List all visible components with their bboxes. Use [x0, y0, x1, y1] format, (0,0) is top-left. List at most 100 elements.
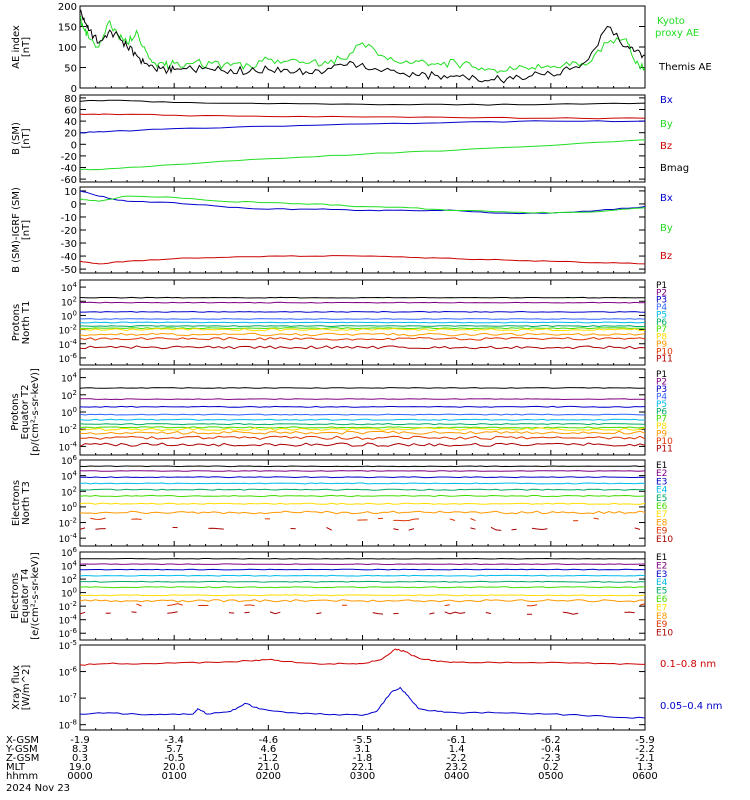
ephemeris-value: -2.2 [447, 753, 467, 764]
ephemeris-value: 23.2 [446, 762, 468, 773]
legend-item-4-2: P3 [656, 385, 667, 395]
panel-6-ytick-label: 102 [61, 573, 77, 586]
panel-3-series-group [80, 296, 645, 350]
panel-2-ytick-label: -50 [61, 265, 77, 276]
ephemeris-value: 20.0 [163, 762, 185, 773]
panel-7-ylabel: Xray flux [W/m^2] [11, 665, 32, 711]
legend-item-7-1: 0.05–0.4 nm [660, 701, 722, 712]
ephemeris-value: 19.0 [69, 762, 91, 773]
panel-2-ylabel-line: [nT] [21, 220, 32, 240]
ephemeris-value: 22.1 [351, 762, 373, 773]
panel-5-series-group [80, 465, 645, 531]
panel-7-ytick-label: 10-7 [59, 692, 77, 705]
ephemeris-row-label: Y-GSM [5, 744, 38, 755]
ephemeris-value: 5.7 [166, 744, 182, 755]
series-line-2-1 [80, 195, 645, 214]
series-line-3-4 [80, 321, 645, 324]
ephemeris-row-label: hhmm [6, 771, 38, 782]
series-line-5-6 [80, 502, 645, 505]
legend-item-5-6: E7 [656, 510, 667, 520]
series-line-4-1 [80, 398, 645, 401]
series-line-3-3 [80, 318, 645, 320]
series-line-5-8 [90, 518, 645, 521]
legend-item-1-2: Bz [660, 141, 672, 152]
series-line-4-3 [80, 413, 645, 416]
legend-item-4-4: P5 [656, 400, 667, 410]
series-line-0-1 [80, 9, 645, 84]
panel-1-ylabel-line: [nT] [21, 128, 32, 148]
panel-4-ytick-label: 10-4 [59, 440, 78, 453]
legend-item-3-10: P11 [656, 355, 673, 365]
ephemeris-row-label: Z-GSM [6, 753, 39, 764]
panel-3-ytick-label: 10-4 [59, 338, 78, 351]
legend-item-2-0: Bx [660, 193, 673, 204]
series-line-4-7 [80, 427, 645, 432]
legend-item-4-3: P4 [656, 392, 667, 402]
legend-item-4-7: P8 [656, 422, 667, 432]
ephemeris-value: 0200 [256, 771, 281, 782]
panel-6-ylabel: Electrons Equator T4 [e/(cm²-s-sr-keV)] [10, 552, 41, 640]
panel-1-ylabel-line: B (SM) [11, 122, 22, 155]
panel-7-frame [79, 644, 646, 731]
series-line-1-1 [80, 139, 645, 171]
legend-item-5-5: E6 [656, 502, 668, 512]
ephemeris-value: 0.3 [72, 753, 88, 764]
panel-4-ylabel-line: Protons [10, 393, 21, 430]
legend-item-1-1: By [660, 119, 673, 130]
legend-item-1-3: Bmag [660, 163, 689, 174]
legend-item-3-3: P4 [656, 303, 667, 313]
legend-item-3-2: P3 [656, 296, 667, 306]
legend-item-6-8: E9 [656, 620, 668, 630]
ephemeris-value: -2.1 [635, 753, 655, 764]
panel-3-ytick-label: 104 [61, 281, 77, 294]
panel-1-ytick-label: 80 [64, 94, 77, 105]
panel-6-series-group [80, 557, 645, 615]
legend-item-4-5: P6 [656, 407, 667, 417]
ephemeris-value: 0300 [350, 771, 375, 782]
legend-item-5-4: E5 [656, 494, 667, 504]
legend-item-5-3: E4 [656, 486, 668, 496]
legend-item-1-0: Bx [660, 95, 673, 106]
series-line-1-2 [80, 113, 645, 120]
legend-item-6-5: E6 [656, 595, 668, 605]
panel-3-ylabel-line: Protons [11, 304, 22, 341]
panel-5-ytick-label: 104 [61, 470, 77, 483]
legend-item-6-4: E5 [656, 587, 667, 597]
series-line-3-0 [80, 296, 645, 299]
legend-item-6-7: E8 [656, 612, 668, 622]
panel-5-ytick-label: 10-4 [59, 532, 78, 545]
panel-6-ylabel-line: [e/(cm²-s-sr-keV)] [30, 552, 41, 640]
series-line-4-2 [80, 405, 645, 408]
legend-item-4-8: P9 [656, 430, 667, 440]
series-line-4-5 [80, 422, 645, 426]
panel-3-ylabel: Protons North T1 [11, 301, 32, 345]
legend-item-5-2: E3 [656, 477, 667, 487]
ephemeris-value: -0.5 [164, 753, 184, 764]
panel-2-ytick-label: -30 [61, 239, 77, 250]
panel-6-ytick-label: 100 [61, 587, 77, 600]
panel-7-series-group [80, 648, 645, 719]
panel-5-ylabel-line: Electrons [11, 480, 22, 526]
panel-0-ylabel: AE index [nT] [11, 25, 32, 69]
series-line-1-3 [80, 99, 645, 106]
panel-2-ytick-label: -20 [61, 226, 77, 237]
series-line-6-4 [80, 580, 645, 583]
panel-0-ylabel-line: [nT] [21, 37, 32, 57]
ephemeris-value: -3.4 [164, 735, 184, 746]
date-label: 2024 Nov 23 [6, 783, 70, 794]
panel-1-ytick-label: 40 [64, 117, 77, 128]
panel-3-ytick-label: 10-6 [59, 352, 78, 365]
legend-item-7-0: 0.1–0.8 nm [660, 659, 716, 670]
ephemeris-value: -1.9 [70, 735, 90, 746]
series-line-2-0 [80, 190, 645, 215]
panel-1-ytick-label: 0 [71, 140, 77, 151]
ephemeris-value: 0000 [67, 771, 92, 782]
panel-2-ytick-label: 0 [71, 200, 77, 211]
ephemeris-row-label: X-GSM [6, 735, 39, 746]
ephemeris-value: -1.8 [353, 753, 373, 764]
panel-3-ytick-label: 102 [61, 295, 77, 308]
ephemeris-value: 3.1 [355, 744, 371, 755]
panel-4-frame [79, 368, 646, 456]
